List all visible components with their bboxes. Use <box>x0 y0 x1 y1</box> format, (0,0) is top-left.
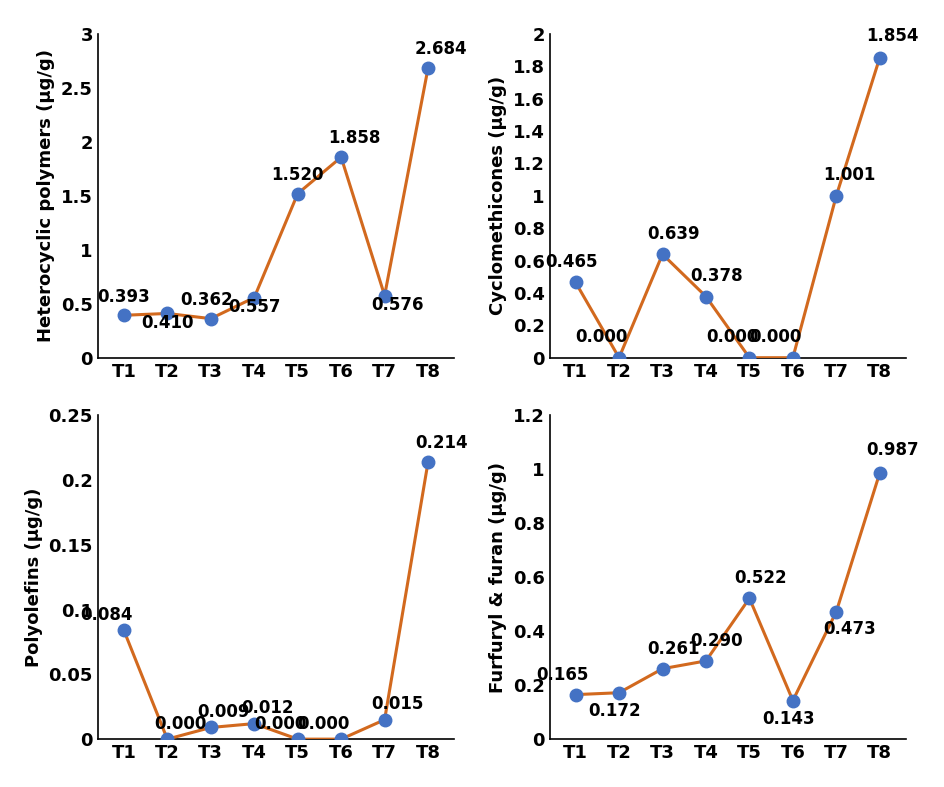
Y-axis label: Furfuryl & furan (μg/g): Furfuryl & furan (μg/g) <box>489 462 507 693</box>
Text: 0.987: 0.987 <box>866 442 919 460</box>
Text: 1.520: 1.520 <box>271 166 324 184</box>
Y-axis label: Cyclomethicones (μg/g): Cyclomethicones (μg/g) <box>489 76 507 316</box>
Text: 0.172: 0.172 <box>588 702 640 719</box>
Text: 1.854: 1.854 <box>866 27 919 45</box>
Text: 2.684: 2.684 <box>414 40 467 58</box>
Text: 0.000: 0.000 <box>575 328 627 346</box>
Text: 0.522: 0.522 <box>733 570 785 587</box>
Text: 0.000: 0.000 <box>297 715 349 733</box>
Text: 0.143: 0.143 <box>762 710 814 727</box>
Text: 0.084: 0.084 <box>80 606 132 624</box>
Text: 0.639: 0.639 <box>647 225 699 243</box>
Text: 0.465: 0.465 <box>545 253 597 271</box>
Text: 0.290: 0.290 <box>690 632 742 650</box>
Text: 0.261: 0.261 <box>647 640 699 658</box>
Text: 0.015: 0.015 <box>371 695 423 713</box>
Text: 0.012: 0.012 <box>241 699 294 717</box>
Text: 0.362: 0.362 <box>180 291 232 309</box>
Text: 0.557: 0.557 <box>228 298 280 316</box>
Text: 0.000: 0.000 <box>705 328 757 346</box>
Y-axis label: Heterocyclic polymers (μg/g): Heterocyclic polymers (μg/g) <box>38 50 56 342</box>
Text: 0.000: 0.000 <box>254 715 306 733</box>
Text: 0.410: 0.410 <box>141 314 194 332</box>
Text: 0.000: 0.000 <box>749 328 801 346</box>
Text: 0.378: 0.378 <box>690 267 742 285</box>
Text: 0.393: 0.393 <box>97 287 150 305</box>
Text: 0.009: 0.009 <box>197 703 250 721</box>
Y-axis label: Polyolefins (μg/g): Polyolefins (μg/g) <box>25 488 43 667</box>
Text: 1.858: 1.858 <box>328 129 380 147</box>
Text: 0.473: 0.473 <box>822 620 875 638</box>
Text: 0.000: 0.000 <box>154 715 207 733</box>
Text: 0.576: 0.576 <box>371 296 424 314</box>
Text: 0.165: 0.165 <box>536 666 588 684</box>
Text: 0.214: 0.214 <box>414 434 467 452</box>
Text: 1.001: 1.001 <box>822 166 875 184</box>
